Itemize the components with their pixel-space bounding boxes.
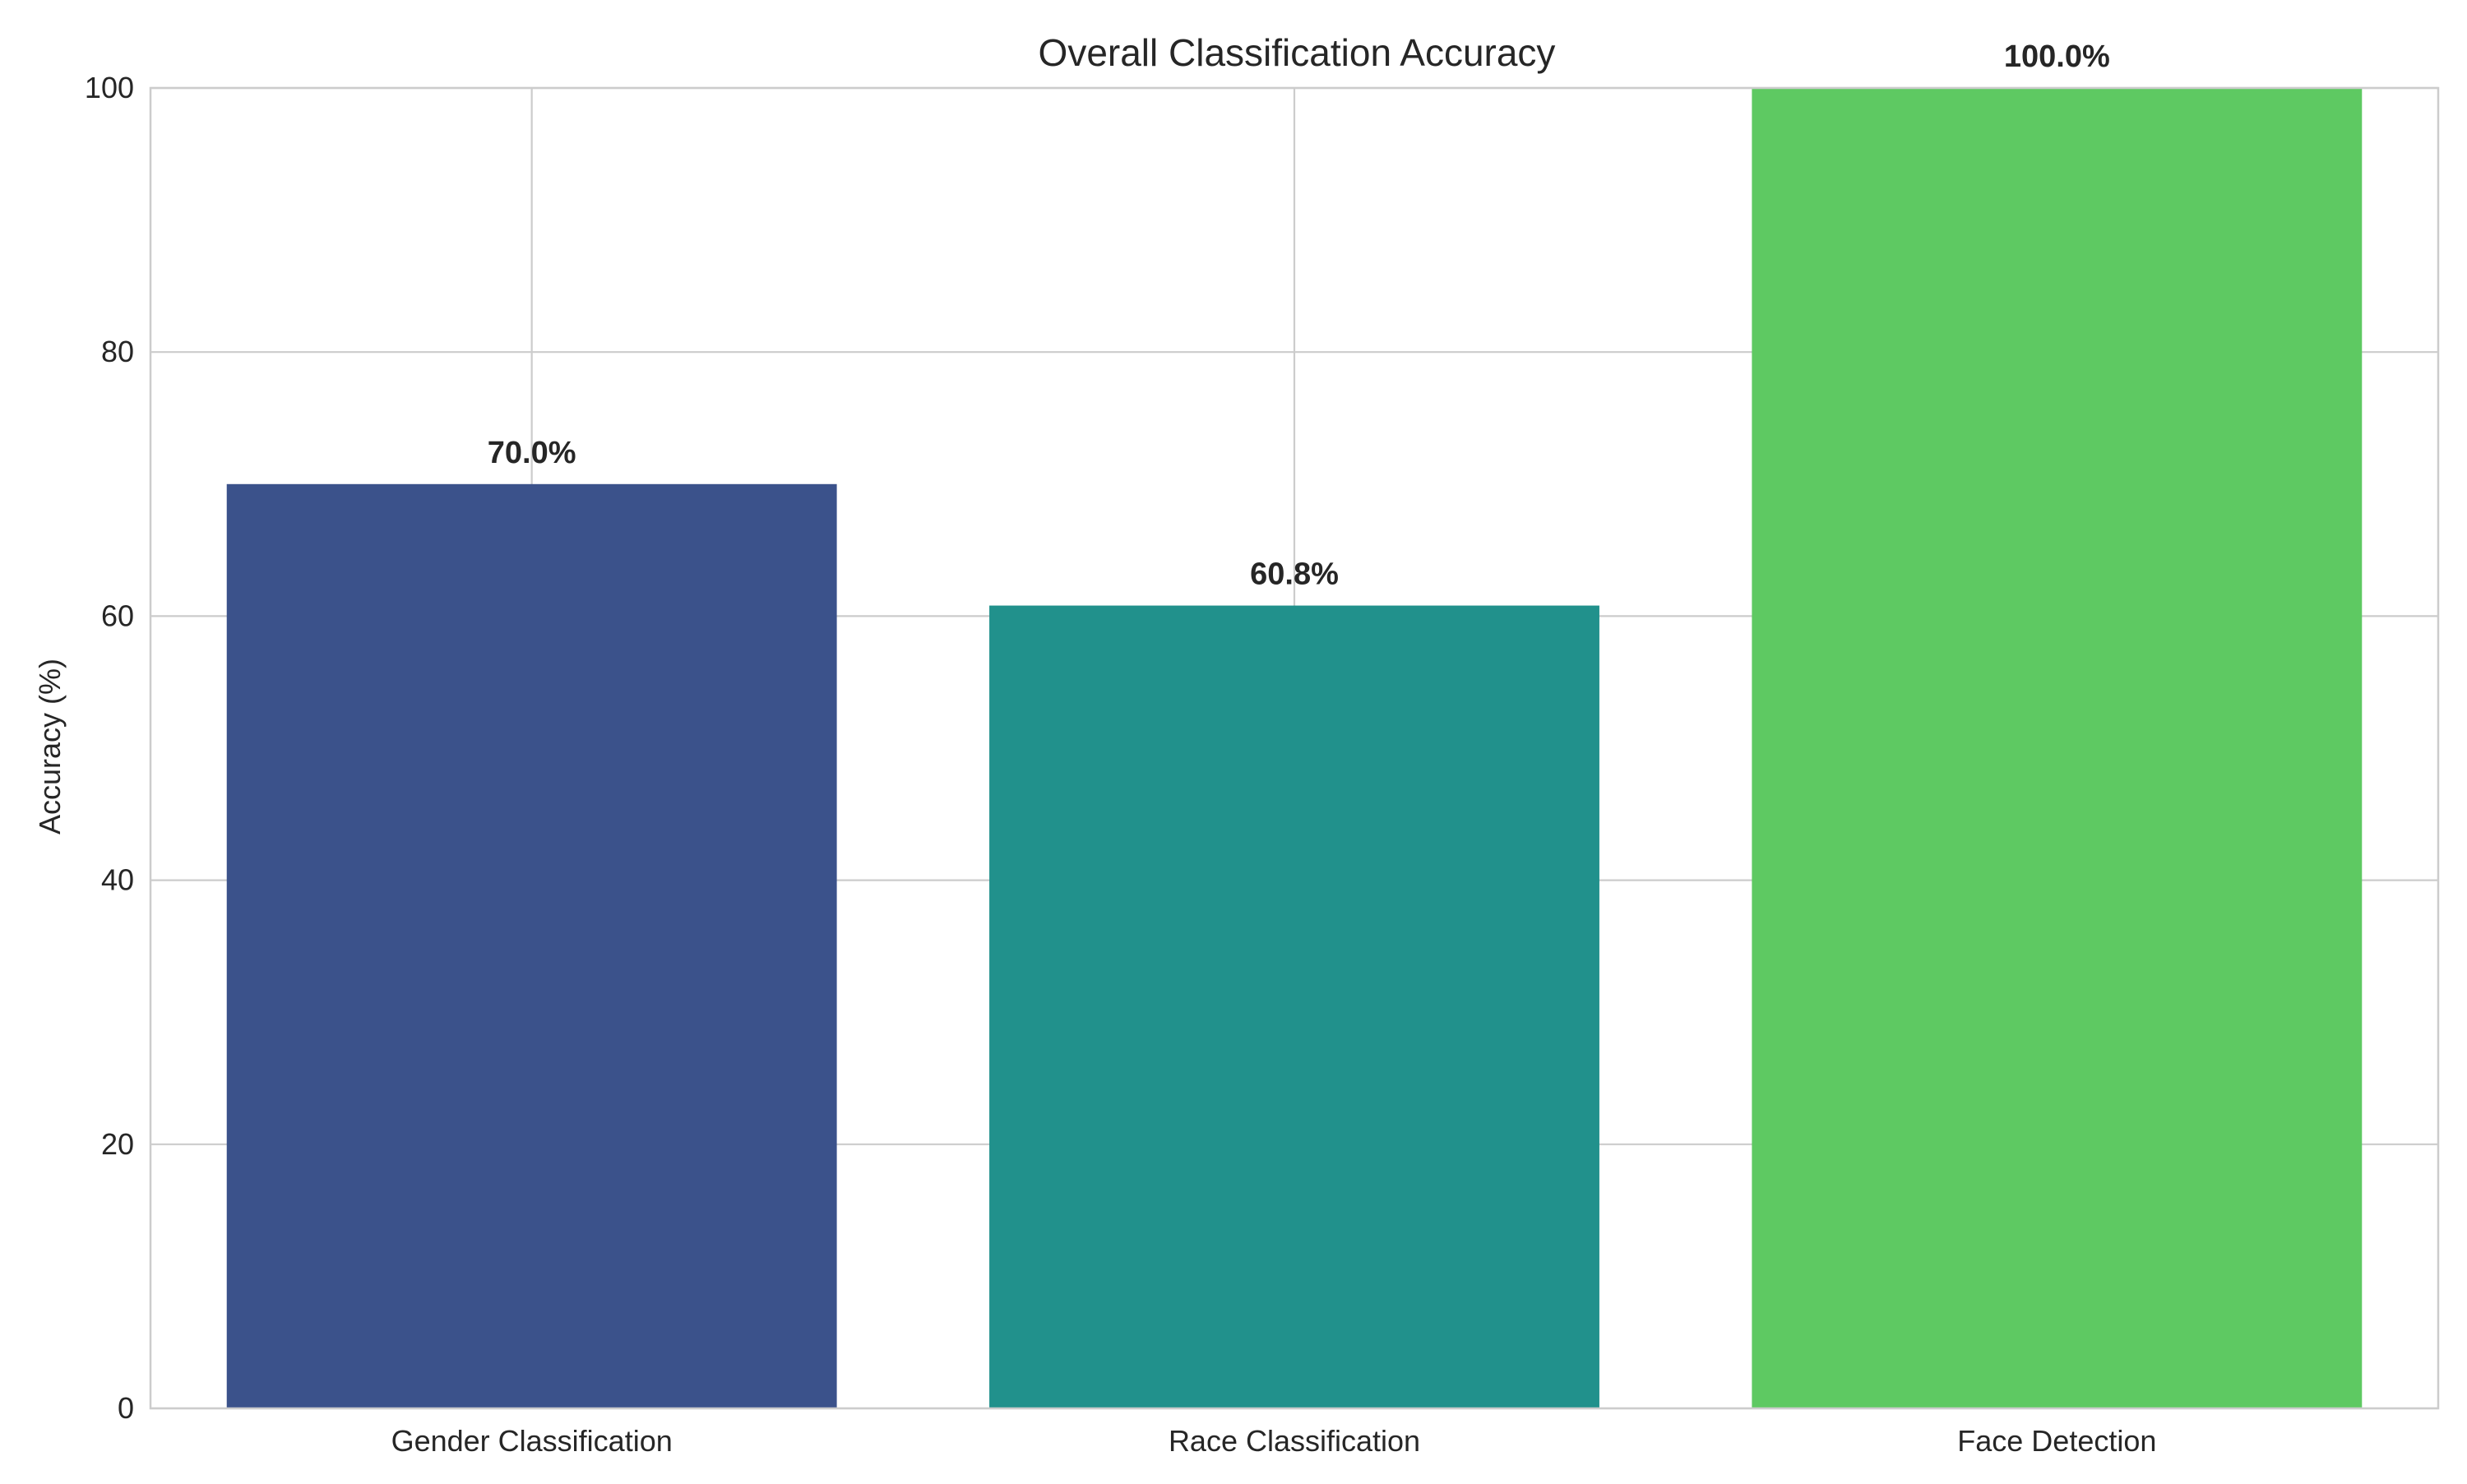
y-tick-label: 20 (101, 1127, 134, 1161)
x-tick-label: Gender Classification (391, 1424, 673, 1458)
plot-frame (149, 86, 2440, 1410)
y-axis-label: Accuracy (%) (33, 659, 67, 834)
bar-value-label: 60.8% (1250, 557, 1339, 592)
y-tick-label: 0 (118, 1391, 134, 1425)
bar-value-label: 70.0% (488, 436, 576, 470)
bar-value-label: 100.0% (2004, 39, 2110, 74)
chart-title: Overall Classification Accuracy (1039, 31, 1556, 74)
y-tick-label: 40 (101, 863, 134, 897)
bar (1752, 88, 2363, 1408)
x-tick-label: Face Detection (1957, 1424, 2156, 1458)
x-tick-labels: Gender Classification Race Classification… (391, 1424, 2157, 1458)
x-tick-label: Race Classification (1169, 1424, 1420, 1458)
y-tick-label: 80 (101, 335, 134, 368)
bar (226, 483, 837, 1408)
y-tick-label: 60 (101, 599, 134, 632)
y-tick-label: 100 (85, 71, 134, 104)
bars (226, 88, 2363, 1408)
y-tick-labels: 0 20 40 60 80 100 (85, 71, 134, 1425)
data-labels: 70.0% 60.8% 100.0% (488, 39, 2110, 592)
bar (989, 605, 1599, 1408)
